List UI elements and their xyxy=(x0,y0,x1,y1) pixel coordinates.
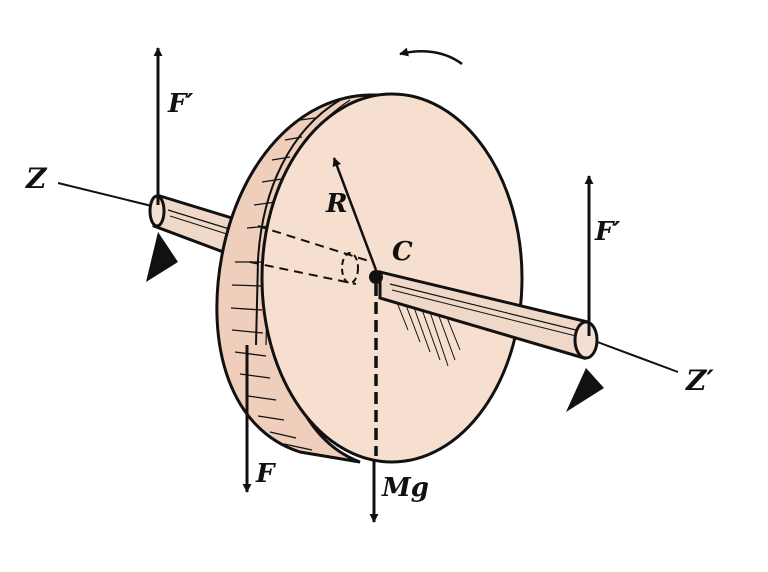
z-axis-left xyxy=(57,182,161,209)
label-f: F xyxy=(255,459,276,489)
label-r: R xyxy=(325,189,348,219)
label-z-prime: Z′ xyxy=(685,364,714,397)
radius-arrow xyxy=(332,157,378,271)
label-f-prime-left: F′ xyxy=(167,89,193,119)
label-c: C xyxy=(392,237,413,267)
hidden-shaft-dashes xyxy=(249,225,373,285)
center-point xyxy=(369,270,383,284)
z-axis-right xyxy=(591,339,679,373)
right-shaft xyxy=(378,270,599,360)
right-support-icon xyxy=(566,368,604,412)
label-z: Z xyxy=(25,162,48,195)
label-f-prime-right: F′ xyxy=(594,217,620,247)
hidden-shaft-end xyxy=(341,252,359,284)
label-mg: Mg xyxy=(381,473,429,503)
left-support-icon xyxy=(146,232,178,282)
curved-arrow-icon xyxy=(399,47,463,66)
